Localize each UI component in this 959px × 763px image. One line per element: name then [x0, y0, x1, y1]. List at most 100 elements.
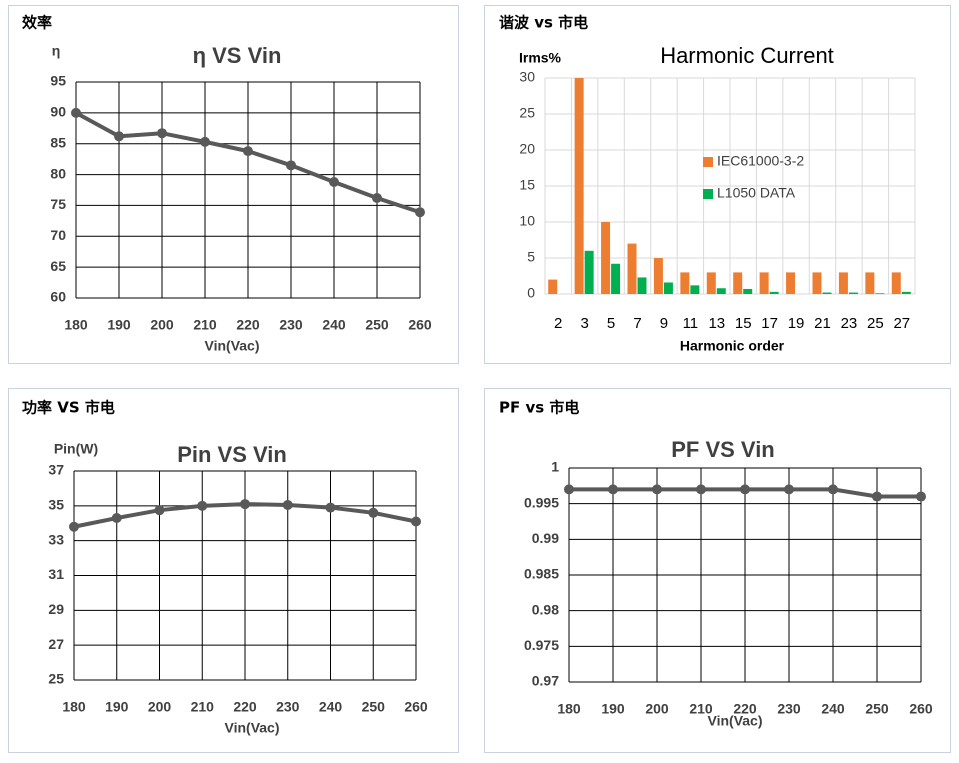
y-tick-label: 0	[527, 285, 535, 301]
y-tick-label: 27	[48, 636, 64, 652]
x-tick-label: 200	[645, 701, 669, 717]
bar	[627, 243, 637, 294]
x-tick-label: 210	[191, 699, 215, 715]
x-tick-label: 210	[193, 317, 217, 333]
y-tick-label: 35	[48, 497, 64, 513]
legend-label: IEC61000-3-2	[717, 153, 804, 169]
legend-swatch	[703, 189, 713, 199]
bar	[574, 78, 584, 294]
x-tick-label: 190	[107, 317, 131, 333]
y-axis-label: Irms%	[519, 50, 562, 66]
data-point	[872, 491, 882, 502]
y-tick-label: 80	[50, 165, 66, 181]
data-point	[243, 146, 253, 157]
data-point	[286, 160, 296, 171]
bar	[663, 282, 673, 294]
bar	[584, 250, 594, 294]
y-tick-label: 20	[519, 141, 535, 157]
bar	[733, 272, 743, 294]
x-tick-label: 260	[404, 699, 428, 715]
data-point	[329, 176, 339, 187]
x-tick-label: 11	[683, 315, 699, 332]
y-tick-label: 31	[48, 566, 64, 582]
x-tick-label: 2	[554, 315, 562, 332]
bar	[716, 288, 726, 294]
data-point	[69, 521, 79, 532]
caption: 功率 VS 市电	[22, 399, 115, 417]
x-tick-label: 220	[236, 317, 260, 333]
x-tick-label: 240	[319, 699, 343, 715]
bar	[812, 272, 822, 294]
x-tick-label: 240	[821, 701, 845, 717]
x-tick-label: 180	[62, 699, 86, 715]
bar	[653, 258, 663, 294]
x-tick-label: 23	[841, 315, 858, 332]
y-tick-label: 70	[50, 227, 66, 243]
y-tick-label: 15	[519, 177, 535, 193]
x-tick-label: 13	[708, 315, 725, 332]
y-tick-label: 37	[48, 462, 64, 478]
x-tick-label: 17	[761, 315, 778, 332]
legend-swatch	[703, 157, 713, 167]
data-point	[784, 484, 794, 495]
chart-title: Harmonic Current	[660, 43, 834, 68]
data-point	[325, 502, 336, 513]
y-tick-label: 1	[551, 459, 559, 475]
data-point	[411, 516, 421, 527]
x-tick-label: 25	[867, 315, 884, 332]
y-axis-label: Pin(W)	[54, 441, 98, 457]
y-tick-label: 25	[48, 671, 64, 687]
x-tick-label: 250	[865, 701, 889, 717]
y-tick-label: 10	[519, 213, 535, 229]
caption: 效率	[22, 14, 52, 32]
y-tick-label: 0.99	[532, 530, 559, 546]
bar	[848, 292, 858, 294]
x-tick-label: 180	[64, 317, 88, 333]
bar	[706, 272, 716, 294]
bar	[611, 263, 621, 294]
x-tick-label: 260	[909, 701, 933, 717]
bar	[875, 293, 885, 294]
legend-label: L1050 DATA	[717, 185, 796, 201]
x-tick-label: 250	[362, 699, 386, 715]
y-tick-label: 85	[50, 134, 66, 150]
data-point	[608, 484, 618, 495]
x-tick-label: 200	[150, 317, 174, 333]
y-tick-label: 0.985	[524, 566, 559, 582]
bar	[680, 272, 690, 294]
x-tick-label: 240	[322, 317, 346, 333]
caption: 谐波 vs 市电	[499, 14, 588, 32]
bar	[769, 291, 779, 294]
data-point	[114, 131, 124, 142]
x-tick-label: 19	[788, 315, 805, 332]
chart-title: η VS Vin	[193, 43, 282, 68]
chart-title: PF VS Vin	[671, 437, 775, 462]
data-point	[240, 499, 250, 510]
panel	[484, 5, 951, 364]
bar	[786, 272, 796, 294]
panel	[8, 388, 459, 753]
x-tick-label: 230	[279, 317, 303, 333]
y-tick-label: 33	[48, 531, 64, 547]
x-axis-label: Vin(Vac)	[205, 338, 260, 354]
x-tick-label: 230	[276, 699, 300, 715]
x-tick-label: 180	[557, 701, 581, 717]
x-tick-label: 210	[689, 701, 713, 717]
y-tick-label: 0.97	[532, 673, 559, 689]
bar	[891, 272, 901, 294]
bar	[865, 272, 875, 294]
data-point	[828, 484, 838, 495]
bar	[743, 288, 753, 294]
x-tick-label: 9	[660, 315, 668, 332]
data-point	[696, 484, 706, 495]
y-axis-label: η	[52, 43, 61, 59]
chart-title: Pin VS Vin	[177, 442, 287, 467]
x-tick-label: 260	[408, 317, 432, 333]
bar	[759, 272, 769, 294]
data-point	[652, 484, 662, 495]
x-tick-label: 5	[607, 315, 615, 332]
y-tick-label: 25	[519, 105, 535, 121]
x-tick-label: 27	[893, 315, 910, 332]
y-tick-label: 90	[50, 104, 66, 120]
x-axis-label: Vin(Vac)	[708, 713, 763, 729]
